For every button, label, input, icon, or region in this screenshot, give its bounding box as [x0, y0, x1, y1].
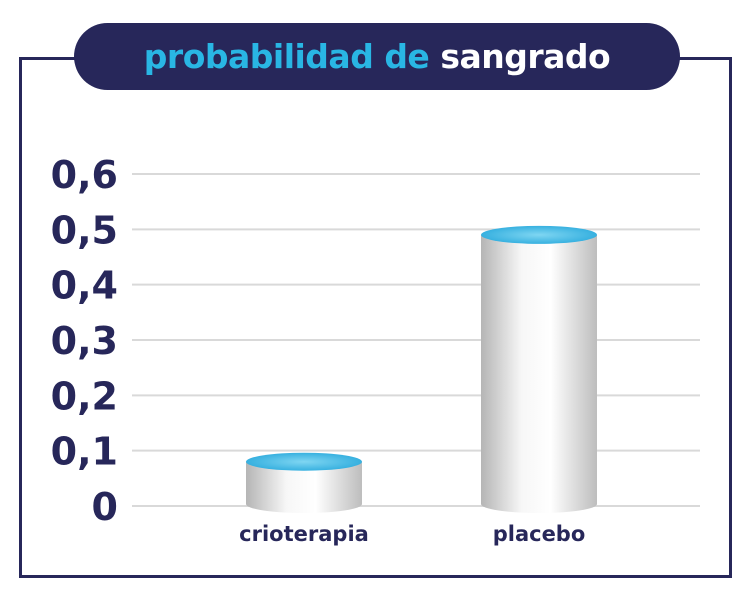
y-tick-label: 0,6 — [51, 153, 118, 197]
bar-cap — [246, 452, 362, 471]
y-tick-label: 0,1 — [51, 430, 118, 474]
bar-body — [246, 461, 362, 513]
y-tick-label: 0,4 — [51, 264, 118, 308]
y-tick-label: 0,3 — [51, 319, 118, 363]
y-tick-label: 0 — [92, 485, 118, 529]
gridlines — [132, 173, 700, 507]
x-tick-label: crioterapia — [239, 522, 369, 546]
chart-title: probabilidad de sangrado — [74, 23, 680, 90]
y-tick-label: 0,5 — [51, 208, 118, 252]
x-axis-labels: crioterapia placebo — [239, 522, 585, 546]
y-axis-ticks: 0 0,1 0,2 0,3 0,4 0,5 0,6 — [51, 153, 118, 529]
bar-cap — [481, 225, 597, 244]
bars — [246, 225, 597, 513]
y-tick-label: 0,2 — [51, 374, 118, 418]
chart-title-part2: sangrado — [440, 37, 611, 76]
bar-placebo — [481, 225, 597, 513]
bar-body — [481, 234, 597, 513]
chart-title-part1: probabilidad de — [143, 37, 430, 76]
x-tick-label: placebo — [493, 522, 586, 546]
bar-crioterapia — [246, 452, 362, 513]
